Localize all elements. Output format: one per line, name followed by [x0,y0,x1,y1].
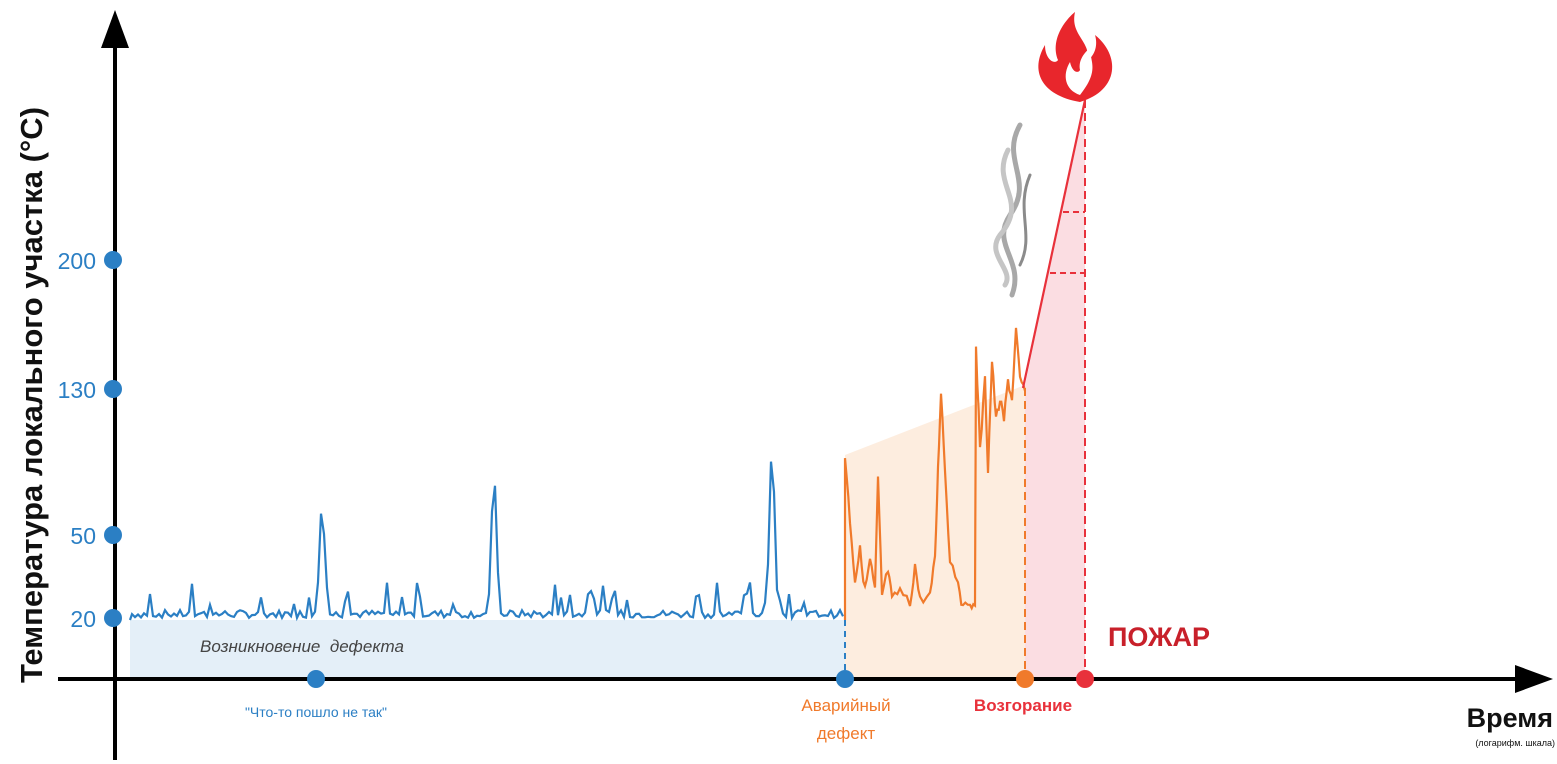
x-axis-arrow [1515,665,1553,693]
x-axis-title: Время [1467,703,1553,733]
y-axis-arrow [101,10,129,48]
diagram: 20 50 130 200 Температура локального уча… [0,0,1557,764]
y-dot [104,380,122,398]
fire-label: ПОЖАР [1108,622,1210,652]
emergency-defect-label: Аварийный [801,696,890,715]
y-label: 130 [58,377,96,403]
ignition-label: Возгорание [974,696,1072,715]
y-dot [104,251,122,269]
y-axis-title: Температура локального участка (°C) [14,107,49,683]
event-dot [307,670,325,688]
ignition-region [1025,100,1085,679]
x-axis-subtitle: (логарифм. шкала) [1475,738,1555,748]
event-dot [836,670,854,688]
temperature-line-normal [130,462,843,620]
smoke-icon [996,125,1030,295]
y-dot [104,526,122,544]
defect-onset-label: Возникновение дефекта [200,637,404,656]
fire-icon [1038,12,1112,102]
event-dot [1016,670,1034,688]
event-dot [1076,670,1094,688]
something-wrong-label: "Что-то пошло не так" [245,704,387,720]
y-label: 50 [70,523,96,549]
y-dot [104,609,122,627]
y-label: 20 [70,606,96,632]
emergency-defect-label: дефект [817,724,875,743]
y-label: 200 [58,248,96,274]
